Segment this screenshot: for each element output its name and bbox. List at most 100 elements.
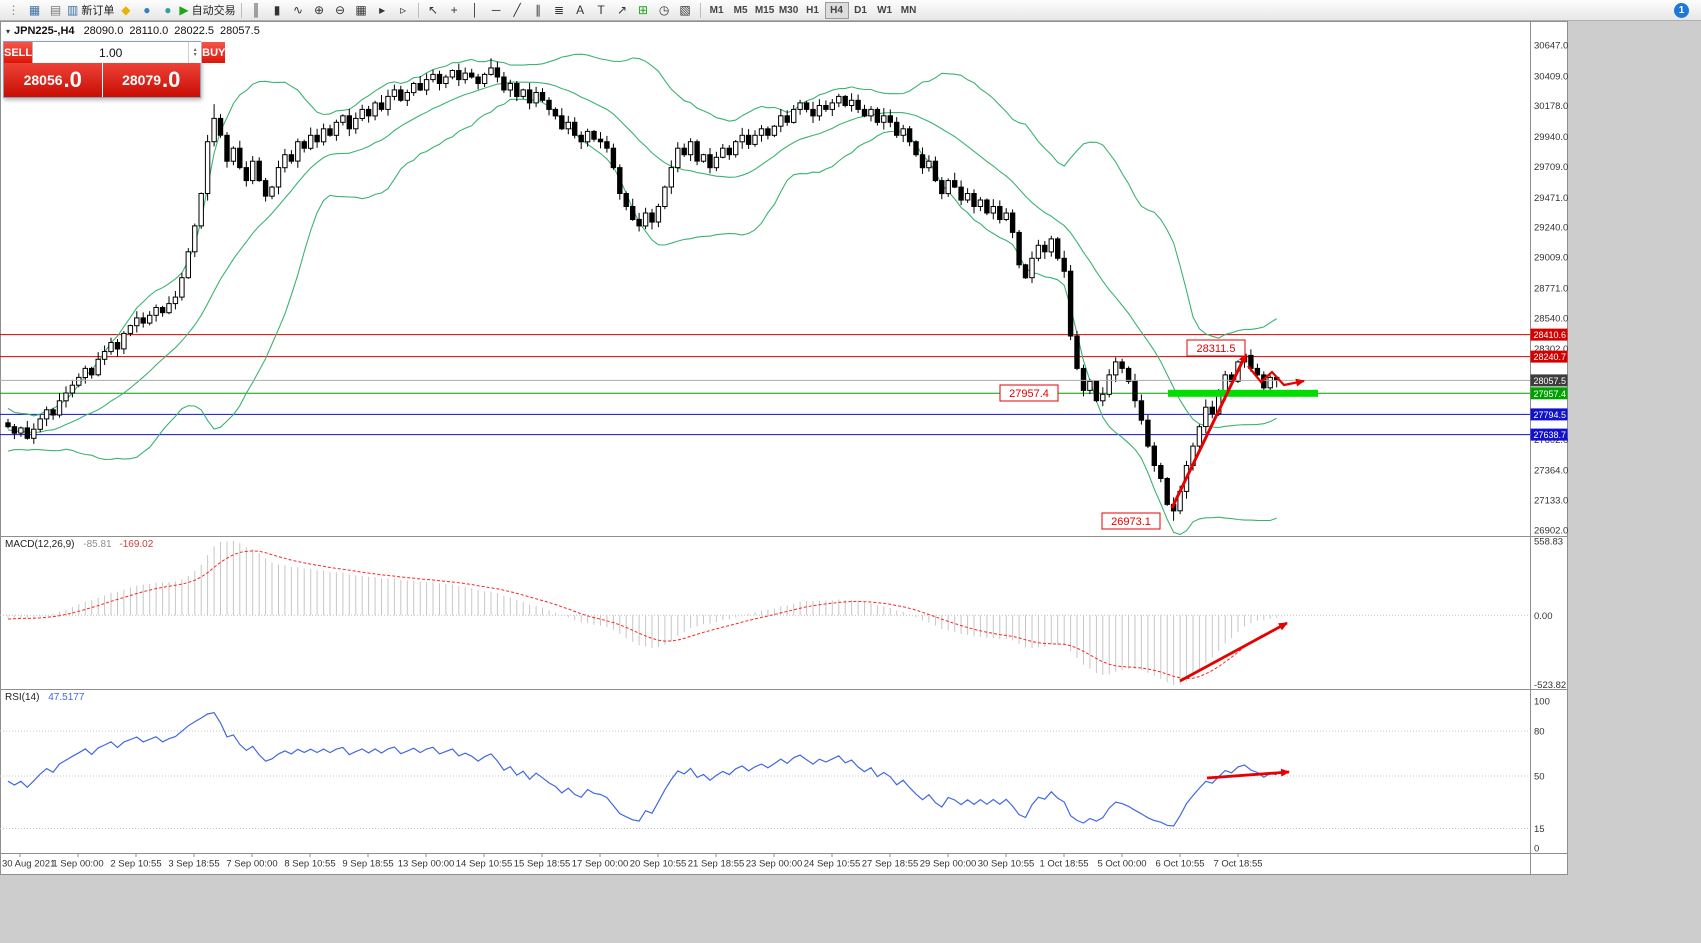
candles	[5, 58, 1280, 521]
price-level-badge-27638.7: 27638.7	[1530, 428, 1568, 441]
svg-text:28540.0: 28540.0	[1534, 313, 1568, 324]
text-tool-icon: A	[576, 3, 585, 17]
toolbar-separator	[240, 2, 242, 18]
toolbar-toolbars-handle-button[interactable]: ⋮	[3, 1, 24, 20]
toolbar-new-order-button[interactable]: ▥ 新订单	[66, 1, 115, 20]
volume-input[interactable]	[33, 42, 189, 63]
svg-text:30178.0: 30178.0	[1534, 101, 1568, 112]
timeframe-d1-button[interactable]: D1	[849, 2, 873, 19]
toolbar-autotrading-button[interactable]: ▶ 自动交易	[178, 1, 236, 20]
price-level-badge-28410.6: 28410.6	[1530, 328, 1568, 341]
toolbar-templates-button[interactable]: ▧	[675, 1, 696, 20]
svg-text:6 Oct 10:55: 6 Oct 10:55	[1155, 859, 1204, 870]
price-scale[interactable]: 30647.0 30409.0 30178.0 29940.0 29709.0 29471…	[1530, 41, 1569, 855]
toolbars-handle-icon: ⋮	[7, 3, 20, 17]
bollinger-middle-band[interactable]	[7, 81, 1277, 434]
sell-price-button[interactable]: 28056 .0	[4, 63, 102, 97]
toolbar-line-chart-mode-button[interactable]: ∿	[288, 1, 309, 20]
toolbar-auto-scroll-button[interactable]: ▸	[372, 1, 393, 20]
svg-text:17 Sep 00:00: 17 Sep 00:00	[572, 859, 629, 870]
sideways-arrow[interactable]	[1247, 365, 1305, 387]
svg-text:20 Sep 10:55: 20 Sep 10:55	[630, 859, 687, 870]
annotation-price-label[interactable]: 27957.4	[999, 384, 1059, 402]
notification-badge[interactable]: 1	[1674, 2, 1689, 18]
arrows-tool-icon: ↗	[617, 3, 628, 17]
toolbar-vertical-line-tool-button[interactable]: │	[465, 1, 486, 20]
svg-text:29709.0: 29709.0	[1534, 162, 1568, 173]
toolbar-indicators-list-button[interactable]: ⊞	[633, 1, 654, 20]
timeframe-m5-button[interactable]: M5	[729, 2, 753, 19]
rsi-arrow[interactable]	[1206, 768, 1290, 780]
toolbar-label-tool-button[interactable]: T	[591, 1, 612, 20]
buy-price-button[interactable]: 28079 .0	[101, 63, 200, 97]
buy-button[interactable]: BUY	[202, 42, 226, 63]
toolbar-candlestick-mode-button[interactable]: ▮	[267, 1, 288, 20]
toolbar-arrows-tool-button[interactable]: ↗	[612, 1, 633, 20]
svg-text:13 Sep 00:00: 13 Sep 00:00	[398, 859, 455, 870]
rsi-panel[interactable]	[0, 712, 1530, 829]
mql5-community-icon: ●	[143, 3, 151, 17]
timeframe-w1-button[interactable]: W1	[873, 2, 897, 19]
svg-text:7 Oct 18:55: 7 Oct 18:55	[1213, 859, 1262, 870]
toolbar-bar-chart-mode-button[interactable]: ║	[246, 1, 267, 20]
price-level-badge-27957.4: 27957.4	[1530, 387, 1568, 400]
timeframe-m30-button[interactable]: M30	[777, 2, 801, 19]
templates-icon: ▧	[679, 3, 691, 17]
chart-shift-icon: ▹	[400, 3, 407, 17]
one-click-trading-widget: SELL ▴ ▾ BUY 28056 .0 28079 .0	[3, 41, 226, 98]
timeframe-m15-button[interactable]: M15	[753, 2, 777, 19]
svg-text:30 Sep 10:55: 30 Sep 10:55	[978, 859, 1035, 870]
sell-button[interactable]: SELL	[4, 42, 33, 63]
cursor-tool-icon: ↖	[428, 3, 439, 17]
timeframe-h4-button[interactable]: H4	[824, 1, 849, 19]
macd-arrow[interactable]	[1179, 621, 1288, 683]
bar-chart-mode-icon: ║	[251, 3, 261, 17]
toolbar-profiles-button[interactable]: ▤	[45, 1, 66, 20]
sell-price-main: 28056	[23, 72, 63, 88]
toolbar-channel-tool-button[interactable]: ∥	[528, 1, 549, 20]
svg-text:50: 50	[1534, 772, 1545, 783]
spinner-up-icon[interactable]: ▴	[193, 46, 197, 53]
toolbar-text-tool-button[interactable]: A	[570, 1, 591, 20]
toolbar-zoom-out-button[interactable]: ⊖	[330, 1, 351, 20]
toolbar-new-chart-button[interactable]: ▦	[24, 1, 45, 20]
svg-text:15: 15	[1534, 824, 1545, 835]
rally-arrow[interactable]	[1170, 353, 1248, 509]
macd-panel[interactable]	[0, 541, 1530, 685]
toolbar-zoom-in-button[interactable]: ⊕	[309, 1, 330, 20]
svg-text:9 Sep 18:55: 9 Sep 18:55	[342, 859, 393, 870]
svg-text:3 Sep 18:55: 3 Sep 18:55	[168, 859, 219, 870]
svg-text:80: 80	[1534, 727, 1545, 738]
toolbar-metaeditor-button[interactable]: ◆	[115, 1, 136, 20]
chart-window[interactable]: 30647.0 30409.0 30178.0 29940.0 29709.0 29471…	[0, 21, 1568, 875]
svg-text:21 Sep 18:55: 21 Sep 18:55	[688, 859, 745, 870]
svg-text:5 Oct 00:00: 5 Oct 00:00	[1097, 859, 1146, 870]
toolbar-crosshair-tool-button[interactable]: +	[444, 1, 465, 20]
svg-text:100: 100	[1534, 697, 1550, 708]
toolbar-periods-list-button[interactable]: ◷	[654, 1, 675, 20]
svg-text:27957.4: 27957.4	[1534, 389, 1567, 399]
toolbar-mql5-community-button[interactable]: ●	[136, 1, 157, 20]
support-zone-bar[interactable]	[1168, 389, 1318, 397]
toolbar-tile-windows-button[interactable]: ▦	[351, 1, 372, 20]
toolbar-chart-shift-button[interactable]: ▹	[393, 1, 414, 20]
volume-spinner[interactable]: ▴ ▾	[188, 42, 201, 63]
bollinger-lower-band[interactable]	[7, 98, 1277, 535]
timeframe-m1-button[interactable]: M1	[705, 2, 729, 19]
annotation-price-label[interactable]: 28311.5	[1186, 339, 1246, 357]
svg-text:29 Sep 00:00: 29 Sep 00:00	[920, 859, 977, 870]
main-chart-plot[interactable]	[0, 53, 1530, 535]
toolbar-horizontal-line-tool-button[interactable]: ─	[486, 1, 507, 20]
toolbar-trendline-tool-button[interactable]: ╱	[507, 1, 528, 20]
spinner-down-icon[interactable]: ▾	[193, 51, 197, 58]
timeframe-mn-button[interactable]: MN	[897, 2, 921, 19]
annotation-price-label[interactable]: 26973.1	[1101, 512, 1161, 530]
toolbar-market-button[interactable]: ●	[157, 1, 178, 20]
toolbar-fibonacci-tool-button[interactable]: ≣	[549, 1, 570, 20]
new-order-icon: ▥	[67, 3, 79, 17]
toolbar-cursor-tool-button[interactable]: ↖	[423, 1, 444, 20]
svg-text:1 Oct 18:55: 1 Oct 18:55	[1039, 859, 1088, 870]
timeframe-h1-button[interactable]: H1	[801, 2, 825, 19]
